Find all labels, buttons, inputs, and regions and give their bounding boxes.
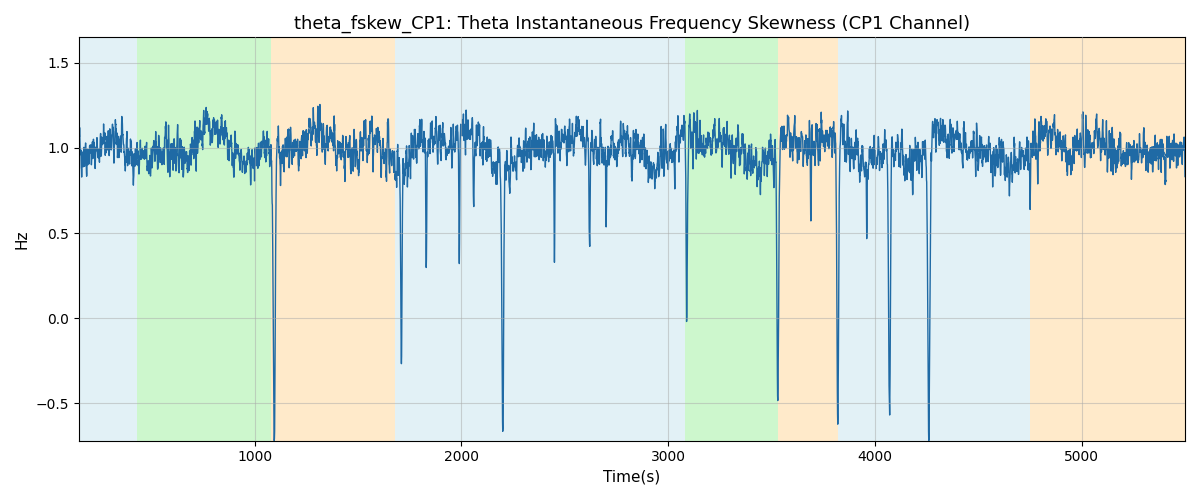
X-axis label: Time(s): Time(s) (604, 470, 660, 485)
Bar (395, 38, 685, 440)
Bar (778, 38, 838, 440)
Y-axis label: Hz: Hz (14, 230, 30, 249)
Title: theta_fskew_CP1: Theta Instantaneous Frequency Skewness (CP1 Channel): theta_fskew_CP1: Theta Instantaneous Fre… (294, 15, 970, 34)
Bar (79, 38, 137, 440)
Bar (838, 38, 1030, 440)
Bar (685, 38, 778, 440)
Bar (1030, 38, 1186, 440)
Bar (271, 38, 395, 440)
Bar (137, 38, 271, 440)
